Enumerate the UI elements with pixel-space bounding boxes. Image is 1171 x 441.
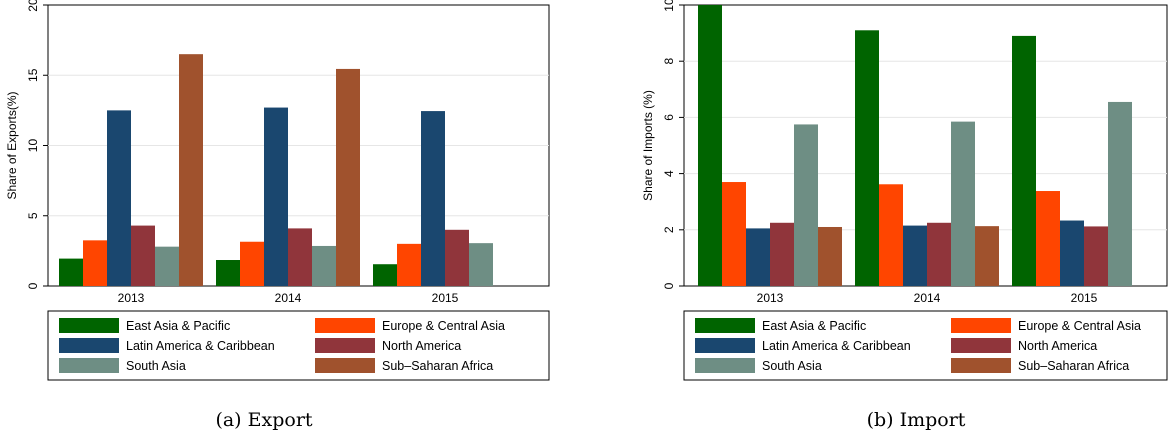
legend-swatch [951, 318, 1011, 333]
bar [818, 226, 842, 286]
legend: East Asia & Pacific Europe & Central Asia… [47, 310, 550, 381]
legend-label: East Asia & Pacific [126, 319, 230, 333]
legend-swatch [951, 338, 1011, 353]
legend-swatch [59, 338, 119, 353]
y-tick-label: 8 [662, 58, 676, 65]
bar [155, 246, 179, 286]
y-tick-label: 5 [26, 212, 40, 219]
y-axis-label: Share of Imports (%) [641, 90, 655, 201]
bar [312, 245, 336, 286]
y-tick-label: 4 [662, 170, 676, 177]
bar [107, 110, 131, 286]
legend-label: Latin America & Caribbean [126, 339, 275, 353]
bar [264, 107, 288, 286]
figure-caption: (b) Import [867, 409, 966, 431]
bar [879, 184, 903, 286]
legend-label: Sub–Saharan Africa [1018, 359, 1129, 373]
chart-panel-import: 0 2 4 6 8 10 Share of Imports (%) 2013 2014 2015 E… [641, 0, 1168, 431]
legend-label: South Asia [126, 359, 186, 373]
bar [336, 68, 360, 287]
legend-swatch [695, 338, 755, 353]
legend-box [683, 310, 1168, 381]
legend-swatch [315, 338, 375, 353]
legend-swatch [315, 318, 375, 333]
legend-swatch [315, 358, 375, 373]
legend-swatch [695, 318, 755, 333]
x-tick-label: 2014 [914, 291, 941, 305]
y-tick-label: 0 [26, 282, 40, 289]
bar [951, 121, 975, 287]
legend-label: East Asia & Pacific [762, 319, 866, 333]
legend-label: Sub–Saharan Africa [382, 359, 493, 373]
y-tick-label: 0 [662, 282, 676, 289]
bar [469, 243, 493, 286]
bar [240, 241, 264, 286]
bar [288, 228, 312, 286]
y-tick-label: 2 [662, 226, 676, 233]
y-tick-label: 10 [662, 0, 676, 12]
figure-caption: (a) Export [215, 409, 312, 431]
bar [746, 228, 770, 286]
y-tick-label: 15 [26, 68, 40, 82]
bar [445, 229, 469, 286]
bar [421, 111, 445, 286]
bar [1036, 191, 1060, 286]
bar [1084, 226, 1108, 286]
legend-swatch [951, 358, 1011, 373]
bar [698, 5, 722, 286]
x-tick-label: 2015 [1071, 291, 1098, 305]
bar [1060, 220, 1084, 286]
bar [794, 124, 818, 286]
bar [1012, 35, 1036, 286]
legend-swatch [59, 318, 119, 333]
legend-box [47, 310, 550, 381]
bar [722, 182, 746, 286]
legend-swatch [695, 358, 755, 373]
y-axis-label: Share of Exports(%) [5, 91, 19, 199]
x-tick-label: 2014 [275, 291, 302, 305]
bar [855, 30, 879, 286]
legend-label: North America [382, 339, 461, 353]
bar [83, 240, 107, 286]
legend-label: South Asia [762, 359, 822, 373]
bar [59, 258, 83, 286]
chart-panel-export: 0 5 10 15 20 Share of Exports(%) 2013 2014 2015 E… [5, 0, 550, 431]
bar [770, 222, 794, 286]
bar [903, 225, 927, 286]
legend-label: Latin America & Caribbean [762, 339, 911, 353]
legend-label: Europe & Central Asia [1018, 319, 1141, 333]
x-tick-label: 2013 [118, 291, 145, 305]
legend-label: Europe & Central Asia [382, 319, 505, 333]
legend-swatch [59, 358, 119, 373]
y-tick-label: 6 [662, 114, 676, 121]
x-tick-label: 2013 [757, 291, 784, 305]
bar [927, 222, 951, 286]
bar [397, 243, 421, 286]
x-tick-label: 2015 [432, 291, 459, 305]
y-tick-label: 10 [26, 139, 40, 153]
bar [131, 225, 155, 286]
bar [1108, 101, 1132, 286]
legend-label: North America [1018, 339, 1097, 353]
y-tick-label: 20 [26, 0, 40, 12]
bar [179, 54, 203, 286]
bar [216, 260, 240, 286]
bar [975, 226, 999, 286]
bar [373, 264, 397, 286]
legend: East Asia & Pacific Europe & Central Asia… [683, 310, 1168, 381]
